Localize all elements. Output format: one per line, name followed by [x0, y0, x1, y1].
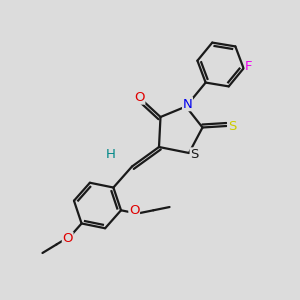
Text: N: N	[183, 98, 192, 111]
Text: F: F	[245, 60, 253, 73]
Text: O: O	[134, 91, 145, 104]
Text: O: O	[62, 232, 73, 245]
Text: O: O	[129, 204, 140, 217]
Text: S: S	[190, 148, 199, 161]
Text: H: H	[106, 148, 116, 161]
Text: S: S	[228, 119, 236, 133]
